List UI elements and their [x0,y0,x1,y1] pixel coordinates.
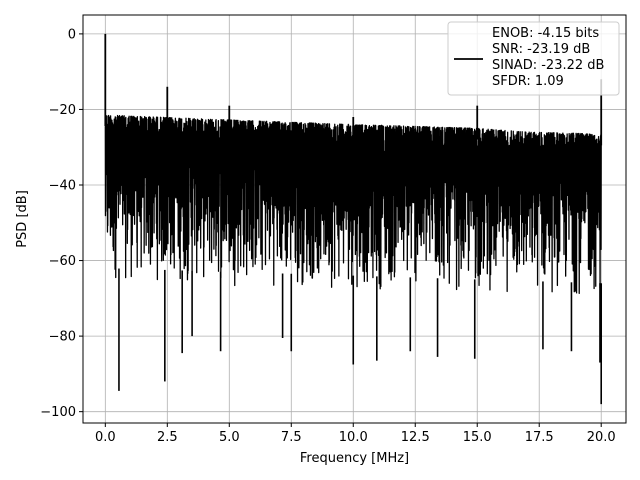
x-tick-label: 20.0 [587,430,616,445]
legend-box [447,21,620,96]
x-tick-label: 0.0 [95,430,116,445]
legend-entry-snr: SNR: -23.19 dB [492,42,590,57]
y-axis-ticks: 0 −20 −40 −60 −80 −100 [40,27,83,420]
y-tick-label: −60 [49,254,76,269]
y-axis-label: PSD [dB] [15,190,30,248]
x-axis-label: Frequency [MHz] [300,451,409,466]
legend-entry-sinad: SINAD: -23.22 dB [492,58,604,73]
legend-entry-enob: ENOB: -4.15 bits [492,26,599,41]
x-axis-ticks: 0.0 2.5 5.0 7.5 10.0 12.5 15.0 17.5 20.0 [95,423,616,445]
x-tick-label: 12.5 [401,430,430,445]
y-tick-label: −20 [49,103,76,118]
legend: ENOB: -4.15 bits SNR: -23.19 dB SINAD: -… [447,21,620,96]
x-tick-label: 17.5 [525,430,554,445]
x-tick-label: 15.0 [463,430,492,445]
y-tick-label: −40 [49,179,76,194]
x-tick-label: 10.0 [339,430,368,445]
x-tick-label: 2.5 [157,430,178,445]
plot-area-frame [82,14,627,424]
legend-entry-sfdr: SFDR: 1.09 [492,74,564,89]
x-tick-label: 5.0 [219,430,240,445]
x-tick-label: 7.5 [281,430,302,445]
y-tick-label: −80 [49,330,76,345]
y-tick-label: 0 [68,27,76,42]
y-tick-label: −100 [40,405,76,420]
